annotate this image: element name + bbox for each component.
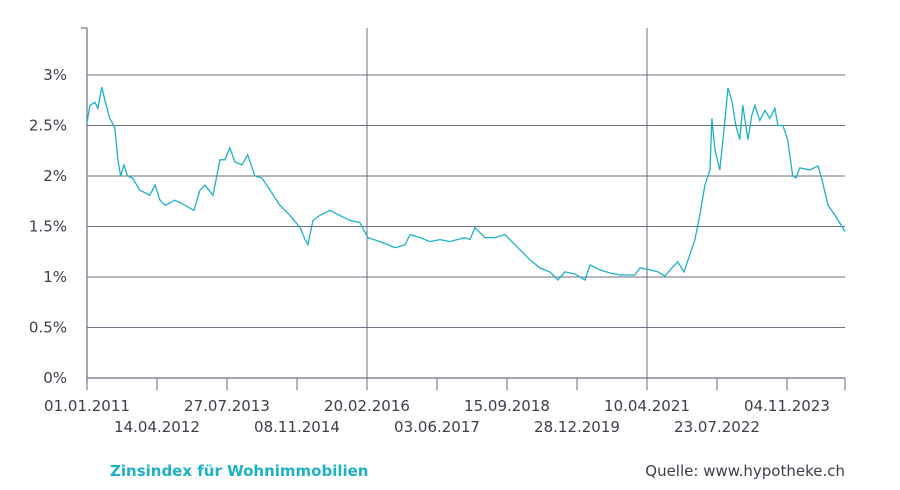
x-tick-label: 04.11.2023 (744, 397, 830, 415)
x-tick-label: 10.04.2021 (604, 397, 690, 415)
x-tick-label: 23.07.2022 (674, 418, 760, 436)
x-tick-label: 20.02.2016 (324, 397, 410, 415)
x-tick-label: 08.11.2014 (254, 418, 340, 436)
chart-title: Zinsindex für Wohnimmobilien (110, 462, 368, 480)
y-axis-labels: 0% 0.5% 1% 1.5% 2% 2.5% 3% (29, 66, 67, 387)
y-tick-label: 1.5% (29, 218, 67, 236)
y-tick-label: 2% (43, 167, 67, 185)
x-tick-label: 15.09.2018 (464, 397, 550, 415)
y-tick-label: 0.5% (29, 319, 67, 337)
y-tick-label: 2.5% (29, 117, 67, 135)
x-tick-label: 27.07.2013 (184, 397, 270, 415)
source-label: Quelle: www.hypotheke.ch (645, 462, 845, 480)
x-tick-label: 28.12.2019 (534, 418, 620, 436)
x-axis-labels: 01.01.2011 14.04.2012 27.07.2013 08.11.2014… (44, 397, 830, 436)
axes (81, 27, 846, 390)
x-tick-label: 01.01.2011 (44, 397, 130, 415)
x-tick-label: 03.06.2017 (394, 418, 480, 436)
x-tick-label: 14.04.2012 (114, 418, 200, 436)
y-tick-label: 3% (43, 66, 67, 84)
series-line (86, 86, 846, 281)
grid (87, 28, 845, 378)
y-tick-label: 0% (43, 369, 67, 387)
y-tick-label: 1% (43, 268, 67, 286)
